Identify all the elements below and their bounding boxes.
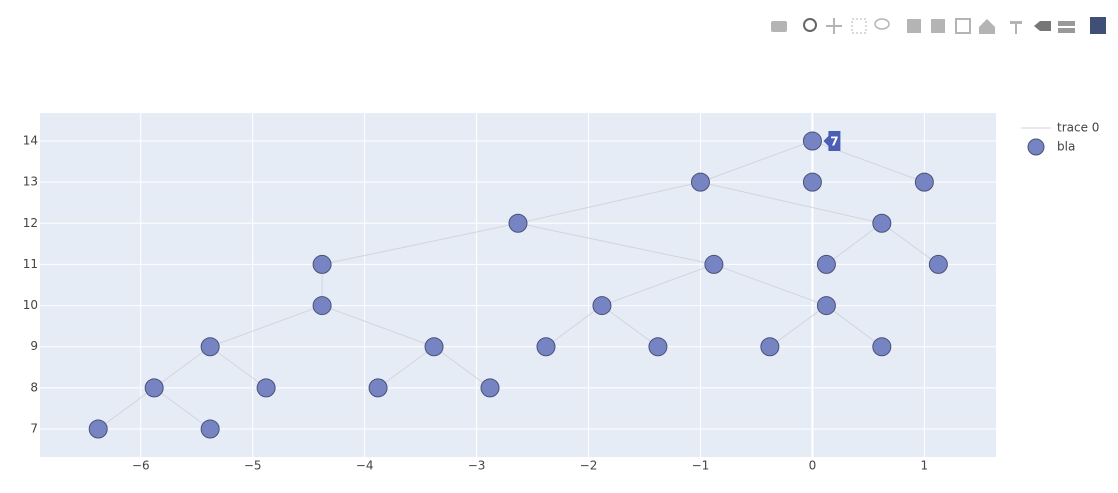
y-tick-label: 8 <box>30 380 38 394</box>
edge-line <box>321 222 519 265</box>
node-marker <box>200 419 220 439</box>
edge-line <box>97 387 155 430</box>
node-marker <box>256 378 276 398</box>
x-tick-label: −2 <box>580 459 598 473</box>
node-marker <box>144 378 164 398</box>
node-marker <box>648 337 668 357</box>
node-marker <box>592 296 612 316</box>
node-marker <box>88 419 108 439</box>
modebar <box>771 17 1106 34</box>
y-tick-label: 10 <box>23 298 38 312</box>
legend-label[interactable]: trace 0 <box>1057 121 1099 135</box>
edge-line <box>321 305 435 348</box>
autoscale-button[interactable] <box>955 18 971 34</box>
zoom-out-button[interactable] <box>931 19 945 33</box>
edge-line <box>700 181 882 224</box>
x-tick-label: 1 <box>921 459 929 473</box>
node-marker <box>704 254 724 274</box>
zoom-in-button[interactable] <box>907 19 921 33</box>
zoom-button[interactable] <box>803 18 817 32</box>
edge-line <box>517 222 715 265</box>
node-marker <box>536 337 556 357</box>
node-marker <box>816 254 836 274</box>
y-tick-label: 11 <box>23 257 38 271</box>
camera-button[interactable] <box>771 21 787 32</box>
spike-button[interactable] <box>1010 21 1022 34</box>
pan-button[interactable] <box>826 18 842 34</box>
edge-line <box>377 346 435 389</box>
edge-line <box>826 222 883 265</box>
edge-line <box>209 305 323 348</box>
edge-line <box>700 140 813 183</box>
hover-box <box>823 130 841 151</box>
node-marker <box>200 337 220 357</box>
node-marker <box>802 131 822 151</box>
y-tick-label: 7 <box>30 422 38 436</box>
node-marker <box>312 296 332 316</box>
node-marker <box>690 172 710 192</box>
hover-closest-button[interactable] <box>1034 21 1051 31</box>
hover-compare-button[interactable] <box>1058 21 1075 33</box>
node-marker <box>760 337 780 357</box>
edge-line <box>601 305 659 348</box>
lasso-button[interactable] <box>874 18 890 30</box>
node-marker <box>312 254 332 274</box>
plotly-logo[interactable] <box>1090 17 1106 34</box>
edge-line <box>826 305 883 348</box>
x-tick-label: −3 <box>468 459 486 473</box>
node-marker <box>914 172 934 192</box>
node-marker <box>368 378 388 398</box>
y-tick-label: 12 <box>23 216 38 230</box>
edge-line <box>433 346 491 389</box>
node-marker <box>872 337 892 357</box>
node-marker <box>480 378 500 398</box>
node-marker <box>816 296 836 316</box>
edge-line <box>713 263 827 307</box>
x-tick-label: 0 <box>809 459 817 473</box>
y-tick-label: 9 <box>30 339 38 353</box>
node-marker <box>872 213 892 233</box>
edge-line <box>153 387 211 430</box>
legend-label[interactable]: bla <box>1057 140 1075 154</box>
node-marker <box>928 254 948 274</box>
x-tick-label: −6 <box>132 459 150 473</box>
reset-button[interactable] <box>979 19 995 34</box>
edge-line <box>769 305 827 348</box>
y-tick-label: 13 <box>23 175 38 189</box>
node-marker <box>508 213 528 233</box>
edge-line <box>517 181 701 224</box>
node-marker <box>802 172 822 192</box>
y-tick-label: 14 <box>23 133 38 147</box>
hover-label: 7 <box>830 134 838 148</box>
x-tick-label: −1 <box>692 459 710 473</box>
edge-line <box>153 346 211 389</box>
edge-line <box>545 305 603 348</box>
edge-line <box>601 263 715 307</box>
box-select-button[interactable] <box>851 18 867 34</box>
x-tick-label: −4 <box>356 459 374 473</box>
edge-line <box>209 346 267 389</box>
edge-line <box>881 222 939 265</box>
plot-area <box>40 113 996 457</box>
node-marker <box>424 337 444 357</box>
legend-swatch <box>1027 138 1045 156</box>
x-tick-label: −5 <box>244 459 262 473</box>
